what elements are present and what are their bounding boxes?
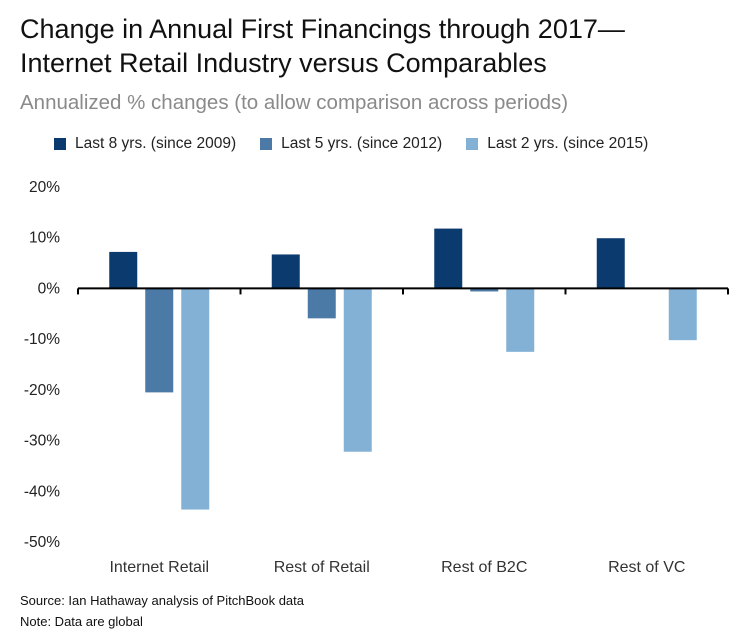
bar bbox=[271, 254, 300, 289]
bar bbox=[506, 288, 535, 352]
chart-title: Change in Annual First Financings throug… bbox=[20, 12, 740, 80]
y-tick-label: -40% bbox=[24, 483, 60, 500]
legend-swatch-series-3 bbox=[466, 138, 479, 150]
bar bbox=[181, 288, 210, 510]
bar bbox=[596, 238, 625, 289]
data-note: Note: Data are global bbox=[20, 614, 143, 629]
chart-title-line-1: Change in Annual First Financings throug… bbox=[20, 14, 625, 44]
legend-label-series-1: Last 8 yrs. (since 2009) bbox=[75, 135, 237, 152]
x-tick-label: Internet Retail bbox=[109, 559, 209, 576]
legend-swatch-series-1 bbox=[54, 138, 66, 150]
legend-label-series-2: Last 5 yrs. (since 2012) bbox=[281, 135, 443, 152]
y-tick-label: -30% bbox=[24, 433, 60, 450]
y-tick-label: -20% bbox=[24, 382, 60, 399]
legend-label-series-3: Last 2 yrs. (since 2015) bbox=[487, 135, 649, 152]
source-note: Source: Ian Hathaway analysis of PitchBo… bbox=[20, 593, 304, 608]
chart-title-line-2: Internet Retail Industry versus Comparab… bbox=[20, 48, 547, 78]
bar bbox=[343, 288, 372, 452]
bar bbox=[434, 228, 463, 289]
chart-subtitle: Annualized % changes (to allow compariso… bbox=[20, 91, 569, 114]
y-tick-label: -50% bbox=[24, 534, 60, 551]
y-tick-label: -10% bbox=[24, 331, 60, 348]
bar bbox=[109, 251, 138, 289]
legend-item-series-3: Last 2 yrs. (since 2015) bbox=[466, 135, 648, 153]
legend-item-series-2: Last 5 yrs. (since 2012) bbox=[260, 135, 442, 153]
y-tick-label: 0% bbox=[38, 280, 61, 297]
legend-swatch-series-2 bbox=[260, 138, 273, 150]
y-tick-label: 20% bbox=[29, 179, 60, 196]
legend-item-series-1: Last 8 yrs. (since 2009) bbox=[54, 135, 236, 153]
bar bbox=[145, 288, 174, 393]
x-tick-label: Rest of B2C bbox=[441, 559, 527, 576]
bar bbox=[668, 288, 697, 341]
bar bbox=[307, 288, 336, 319]
chart-legend: Last 8 yrs. (since 2009) Last 5 yrs. (si… bbox=[54, 135, 648, 153]
x-tick-label: Rest of VC bbox=[608, 559, 685, 576]
x-tick-label: Rest of Retail bbox=[274, 559, 370, 576]
bar bbox=[470, 288, 499, 292]
y-tick-label: 10% bbox=[29, 230, 60, 247]
